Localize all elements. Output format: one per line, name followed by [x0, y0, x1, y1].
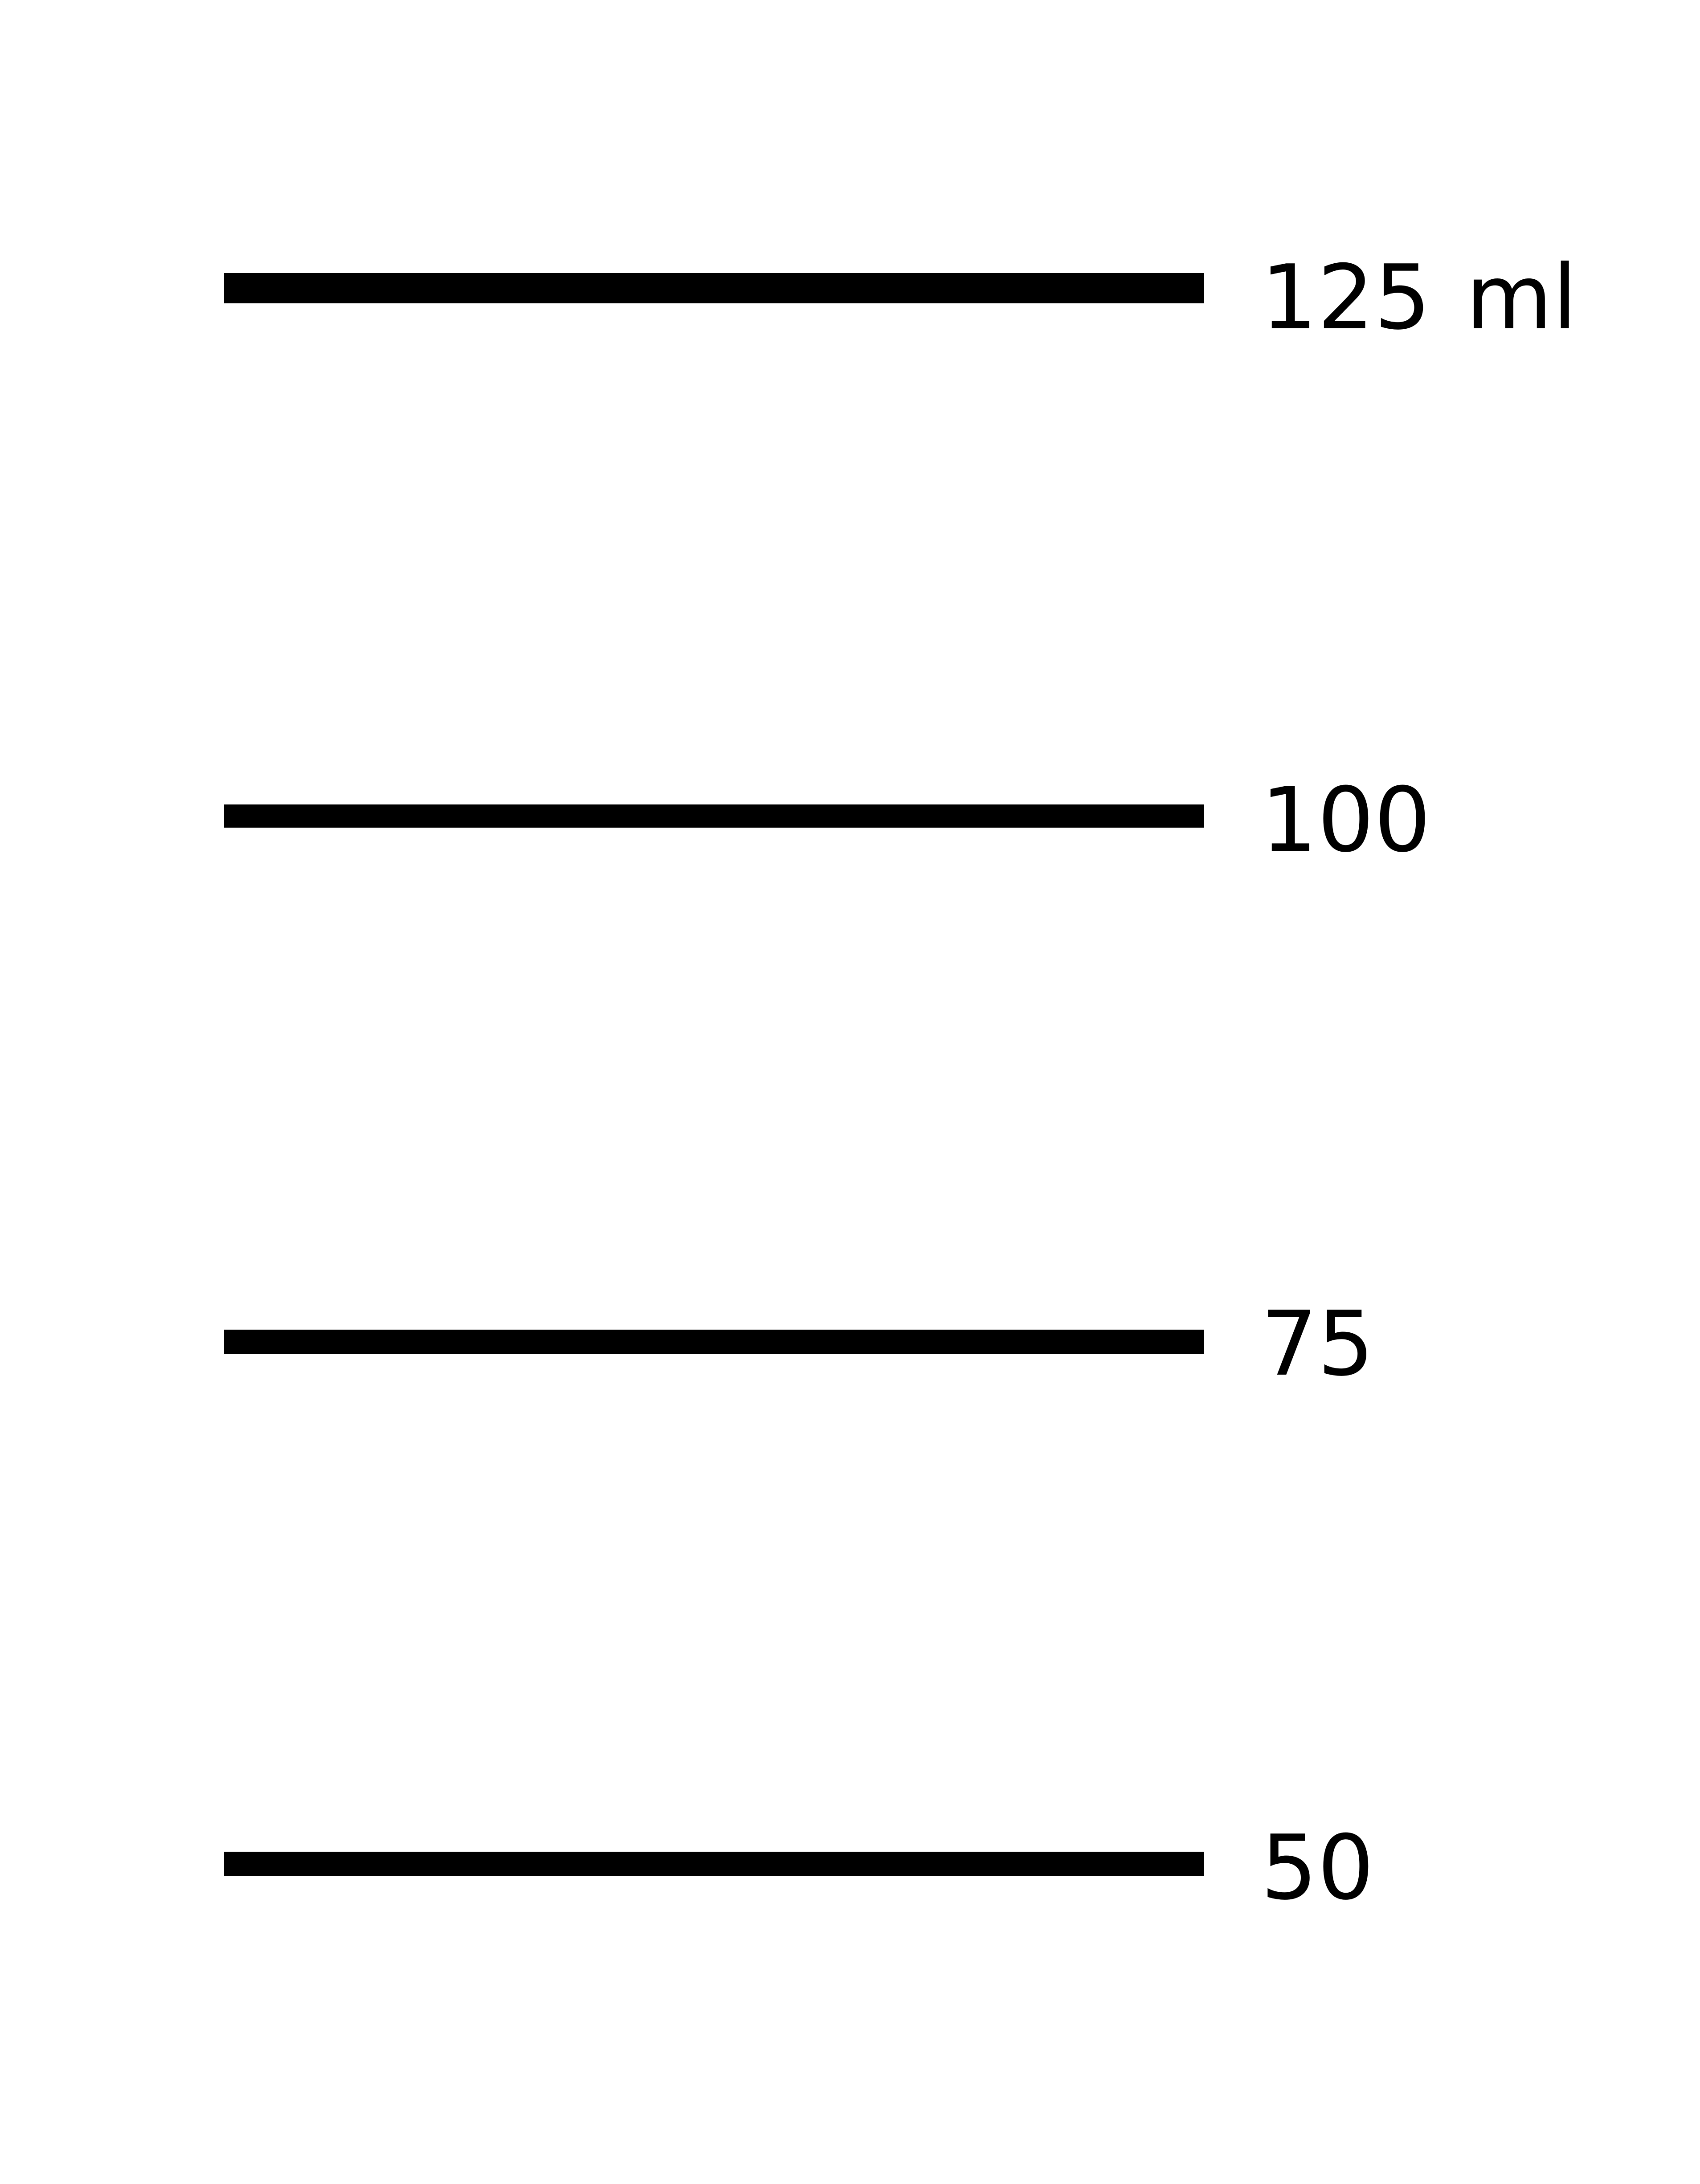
- graduation-line-50: [224, 1852, 1204, 1876]
- graduation-line-100: [224, 804, 1204, 828]
- graduation-label-75: 75: [1261, 1292, 1374, 1396]
- unit-label: ml: [1466, 246, 1577, 350]
- graduation-label-125: 125: [1261, 246, 1431, 350]
- graduation-label-50: 50: [1261, 1816, 1374, 1920]
- graduation-line-125: [224, 273, 1204, 303]
- graduation-label-100: 100: [1261, 768, 1431, 872]
- graduation-line-75: [224, 1330, 1204, 1354]
